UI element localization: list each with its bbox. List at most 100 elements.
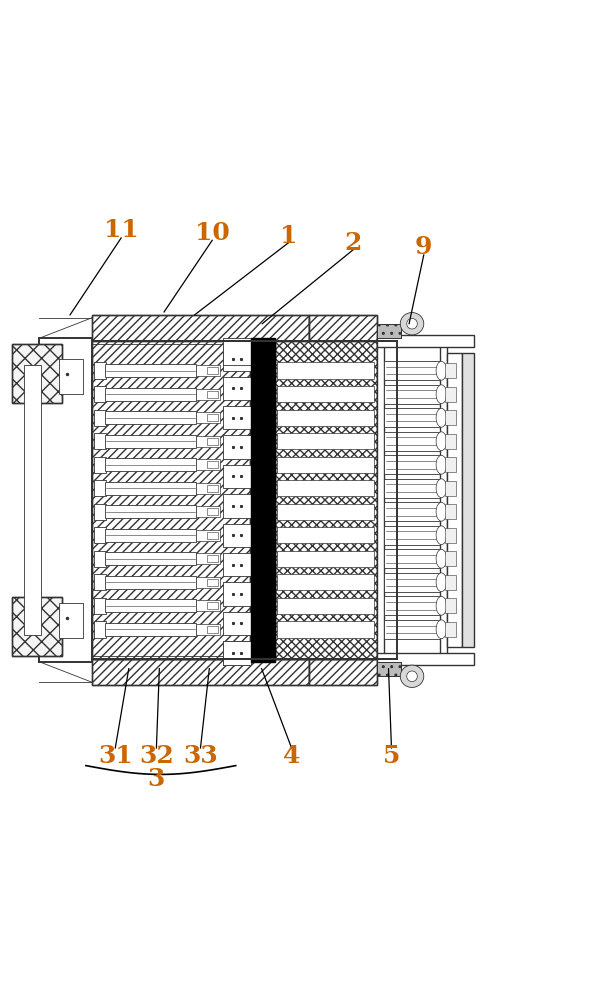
Bar — [92, 315, 309, 341]
Bar — [378, 341, 385, 659]
Bar — [94, 480, 107, 496]
Text: 10: 10 — [195, 221, 230, 245]
Ellipse shape — [436, 432, 446, 451]
Bar — [378, 324, 401, 338]
Bar — [445, 551, 455, 566]
Bar — [196, 365, 220, 376]
Bar — [277, 598, 375, 614]
Bar — [445, 457, 455, 472]
Bar — [445, 481, 455, 496]
Bar — [92, 315, 309, 341]
Bar — [94, 386, 107, 402]
Text: 3: 3 — [148, 767, 165, 791]
Bar — [385, 549, 440, 568]
Bar — [378, 324, 401, 338]
Bar — [207, 602, 217, 609]
Bar — [207, 626, 217, 633]
Bar — [223, 553, 251, 576]
Bar — [251, 338, 274, 662]
Text: 9: 9 — [415, 235, 432, 259]
Bar — [24, 365, 41, 635]
Bar — [207, 579, 217, 586]
Ellipse shape — [436, 573, 446, 592]
Bar — [223, 377, 251, 400]
Ellipse shape — [436, 455, 446, 474]
Bar — [445, 598, 455, 613]
Bar — [105, 435, 196, 448]
Bar — [277, 386, 375, 402]
Bar — [277, 410, 375, 426]
Bar — [207, 391, 217, 398]
Bar — [223, 465, 251, 488]
Bar — [462, 353, 474, 647]
Bar — [223, 524, 251, 547]
Bar — [277, 504, 375, 520]
Bar — [196, 577, 220, 588]
Ellipse shape — [436, 526, 446, 545]
Bar — [94, 621, 107, 638]
Bar — [207, 438, 217, 445]
Text: 33: 33 — [183, 744, 218, 768]
Bar — [196, 624, 220, 635]
Bar — [223, 582, 251, 606]
Ellipse shape — [436, 502, 446, 521]
Bar — [277, 480, 375, 496]
Text: 32: 32 — [139, 744, 174, 768]
Bar — [207, 367, 217, 374]
Ellipse shape — [401, 665, 423, 687]
Bar — [277, 433, 375, 449]
Bar — [223, 494, 251, 518]
Text: 2: 2 — [345, 231, 362, 255]
Bar — [274, 341, 378, 659]
Text: 31: 31 — [98, 744, 133, 768]
Bar — [92, 341, 250, 659]
Bar — [385, 502, 440, 521]
Bar — [223, 612, 251, 635]
Bar — [105, 411, 196, 424]
Bar — [223, 347, 251, 371]
Ellipse shape — [436, 361, 446, 380]
Bar — [196, 530, 220, 541]
Text: 4: 4 — [283, 744, 300, 768]
Bar — [277, 362, 375, 379]
Bar — [94, 527, 107, 543]
Ellipse shape — [436, 596, 446, 615]
Ellipse shape — [407, 318, 418, 329]
Ellipse shape — [436, 620, 446, 639]
Bar — [92, 659, 309, 685]
Bar — [94, 457, 107, 473]
Bar — [92, 341, 398, 659]
Bar — [105, 388, 196, 401]
Bar — [385, 573, 440, 592]
Bar — [378, 662, 401, 676]
Bar — [105, 482, 196, 495]
Bar — [94, 433, 107, 449]
Bar — [445, 504, 455, 519]
Bar — [447, 353, 462, 647]
Bar — [196, 506, 220, 517]
Bar — [277, 527, 375, 543]
Bar — [445, 434, 455, 449]
Bar — [277, 551, 375, 567]
Bar — [207, 532, 217, 539]
Bar — [92, 344, 250, 656]
Ellipse shape — [436, 549, 446, 568]
Bar — [385, 526, 440, 545]
Bar — [223, 338, 251, 365]
Bar — [207, 461, 217, 468]
Bar — [385, 620, 440, 639]
Bar — [92, 659, 309, 685]
Bar — [12, 597, 62, 656]
Bar — [445, 528, 455, 543]
Ellipse shape — [436, 479, 446, 498]
Bar — [12, 344, 62, 403]
Bar — [223, 406, 251, 429]
Bar — [207, 485, 217, 492]
Bar — [105, 623, 196, 636]
Text: 5: 5 — [383, 744, 400, 768]
Bar — [39, 338, 92, 662]
Bar — [196, 483, 220, 494]
Bar — [105, 552, 196, 565]
Bar — [385, 361, 440, 380]
Bar — [59, 603, 83, 638]
